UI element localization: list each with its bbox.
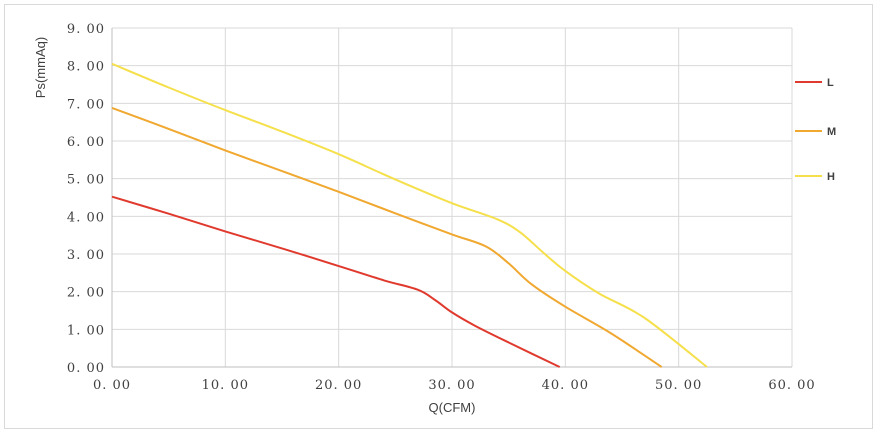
- x-tick-label: 20. 00: [315, 378, 362, 393]
- series-line-h: [111, 62, 708, 368]
- grid-lines: [112, 27, 793, 367]
- legend-label-m: M: [827, 126, 836, 138]
- fan-curve-chart: 0. 00 10. 00 20. 00 30. 00 40. 00 50. 00 60. 0…: [33, 22, 836, 415]
- x-tick-label: 30. 00: [428, 378, 475, 393]
- y-tick-label: 7. 00: [67, 97, 105, 112]
- tick-labels: 0. 00 10. 00 20. 00 30. 00 40. 00 50. 00 60. 0…: [67, 22, 815, 393]
- chart-frame: 0. 00 10. 00 20. 00 30. 00 40. 00 50. 00 60. 0…: [4, 4, 873, 429]
- series-line-l: [111, 195, 561, 368]
- legend-label-l: L: [827, 77, 834, 89]
- x-axis-title: Q(CFM): [429, 400, 476, 415]
- y-tick-label: 1. 00: [67, 323, 105, 338]
- y-tick-label: 2. 00: [67, 286, 105, 301]
- series-lines: [111, 62, 708, 368]
- x-tick-label: 60. 00: [768, 378, 815, 393]
- y-axis-title: Ps(mmAq): [33, 37, 48, 98]
- series-line-m: [111, 106, 663, 368]
- y-tick-label: 3. 00: [67, 248, 105, 263]
- y-tick-label: 0. 00: [67, 361, 105, 376]
- y-tick-label: 9. 00: [67, 22, 105, 37]
- x-tick-label: 40. 00: [542, 378, 589, 393]
- x-tick-label: 50. 00: [655, 378, 702, 393]
- legend-label-h: H: [827, 171, 835, 183]
- x-tick-label: 10. 00: [202, 378, 249, 393]
- y-tick-label: 6. 00: [67, 135, 105, 150]
- y-tick-label: 4. 00: [67, 210, 105, 225]
- y-tick-label: 5. 00: [67, 173, 105, 188]
- y-tick-label: 8. 00: [67, 60, 105, 75]
- x-tick-label: 0. 00: [93, 378, 131, 393]
- legend: L M H: [795, 77, 836, 183]
